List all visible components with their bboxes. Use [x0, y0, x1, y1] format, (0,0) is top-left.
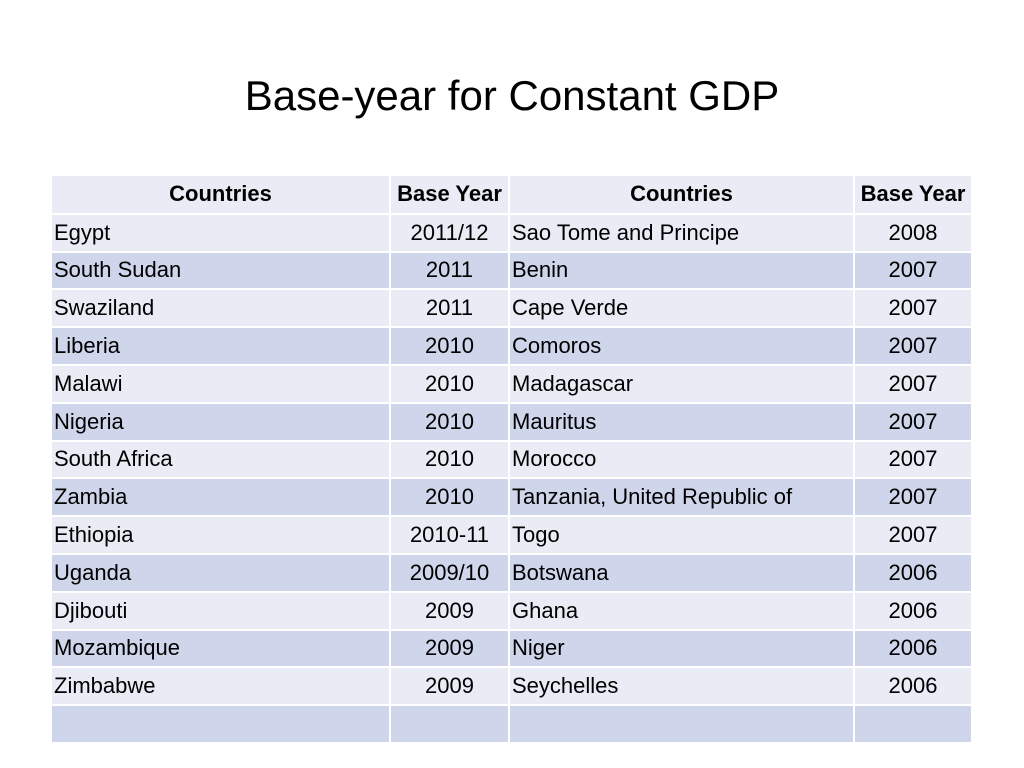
table-row: Mozambique 2009 Niger 2006	[52, 629, 973, 669]
base-year-cell-right: 2007	[854, 402, 973, 442]
country-cell-right: Benin	[509, 251, 855, 291]
base-year-cell-right	[854, 705, 973, 744]
table-row: Uganda 2009/10 Botswana 2006	[52, 553, 973, 593]
base-year-cell-right: 2007	[854, 478, 973, 518]
country-cell-right: Ghana	[509, 591, 855, 631]
base-year-cell-right: 2007	[854, 327, 973, 366]
country-cell-right: Mauritus	[509, 402, 855, 442]
country-cell-left: Uganda	[52, 553, 391, 593]
base-year-cell-right: 2007	[854, 289, 973, 329]
base-year-cell-left: 2009	[390, 591, 510, 631]
country-cell-left: Djibouti	[52, 591, 391, 631]
country-cell-right	[509, 705, 855, 744]
base-year-table: Countries Base Year Countries Base Year …	[52, 176, 973, 744]
table-row: Malawi 2010 Madagascar 2007	[52, 364, 973, 404]
table-row: Egypt 2011/12 Sao Tome and Principe 2008	[52, 213, 973, 253]
table-body: Egypt 2011/12 Sao Tome and Principe 2008 Sou…	[52, 213, 973, 744]
country-cell-left: Mozambique	[52, 629, 391, 669]
country-cell-left: Zambia	[52, 478, 391, 518]
base-year-cell-right: 2007	[854, 440, 973, 480]
country-cell-left: Malawi	[52, 364, 391, 404]
table-row: Nigeria 2010 Mauritus 2007	[52, 402, 973, 442]
country-cell-right: Sao Tome and Principe	[509, 213, 855, 253]
slide-title: Base-year for Constant GDP	[244, 72, 780, 119]
base-year-cell-left: 2010	[390, 478, 510, 518]
base-year-cell-right: 2006	[854, 629, 973, 669]
base-year-cell-left: 2010	[390, 364, 510, 404]
table-row: Djibouti 2009 Ghana 2006	[52, 591, 973, 631]
table-header-row: Countries Base Year Countries Base Year	[52, 176, 973, 215]
base-year-cell-right: 2006	[854, 553, 973, 593]
table-row	[52, 705, 973, 744]
table-row: Ethiopia 2010-11 Togo 2007	[52, 516, 973, 555]
header-countries-left: Countries	[52, 176, 391, 215]
base-year-cell-left: 2010	[390, 402, 510, 442]
base-year-cell-left: 2010-11	[390, 516, 510, 555]
table-row: Liberia 2010 Comoros 2007	[52, 327, 973, 366]
country-cell-right: Madagascar	[509, 364, 855, 404]
country-cell-right: Togo	[509, 516, 855, 555]
country-cell-left: Nigeria	[52, 402, 391, 442]
header-base-year-left: Base Year	[390, 176, 510, 215]
base-year-cell-left: 2009	[390, 629, 510, 669]
base-year-cell-left	[390, 705, 510, 744]
base-year-cell-right: 2008	[854, 213, 973, 253]
country-cell-right: Seychelles	[509, 667, 855, 707]
table-row: Swaziland 2011 Cape Verde 2007	[52, 289, 973, 329]
country-cell-right: Cape Verde	[509, 289, 855, 329]
table-row: South Sudan 2011 Benin 2007	[52, 251, 973, 291]
table-row: Zambia 2010 Tanzania, United Republic of 20…	[52, 478, 973, 518]
country-cell-left: South Africa	[52, 440, 391, 480]
base-year-cell-left: 2009	[390, 667, 510, 707]
header-base-year-right: Base Year	[854, 176, 973, 215]
base-year-cell-right: 2007	[854, 516, 973, 555]
base-year-cell-left: 2011/12	[390, 213, 510, 253]
country-cell-left: Liberia	[52, 327, 391, 366]
country-cell-right: Botswana	[509, 553, 855, 593]
table-row: South Africa 2010 Morocco 2007	[52, 440, 973, 480]
country-cell-left: Swaziland	[52, 289, 391, 329]
base-year-cell-left: 2010	[390, 440, 510, 480]
country-cell-left: Ethiopia	[52, 516, 391, 555]
country-cell-left: Egypt	[52, 213, 391, 253]
country-cell-right: Comoros	[509, 327, 855, 366]
country-cell-left: South Sudan	[52, 251, 391, 291]
base-year-cell-left: 2011	[390, 251, 510, 291]
base-year-cell-right: 2006	[854, 667, 973, 707]
country-cell-left	[52, 705, 391, 744]
country-cell-right: Tanzania, United Republic of	[509, 478, 855, 518]
base-year-cell-left: 2010	[390, 327, 510, 366]
country-cell-left: Zimbabwe	[52, 667, 391, 707]
base-year-cell-right: 2007	[854, 251, 973, 291]
base-year-cell-right: 2007	[854, 364, 973, 404]
base-year-cell-left: 2009/10	[390, 553, 510, 593]
country-cell-right: Niger	[509, 629, 855, 669]
header-countries-right: Countries	[509, 176, 855, 215]
table-row: Zimbabwe 2009 Seychelles 2006	[52, 667, 973, 707]
base-year-cell-left: 2011	[390, 289, 510, 329]
base-year-cell-right: 2006	[854, 591, 973, 631]
country-cell-right: Morocco	[509, 440, 855, 480]
